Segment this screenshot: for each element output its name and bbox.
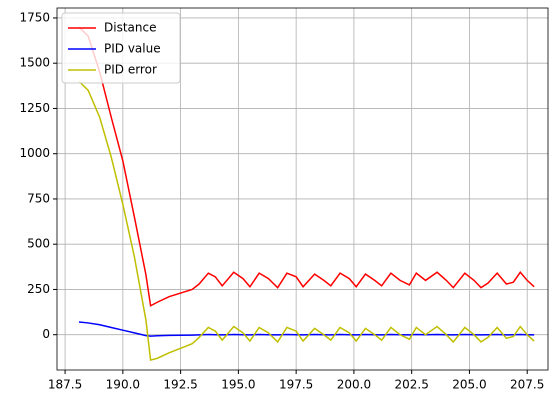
series-line (78, 80, 535, 361)
y-tick-label: 1000 (19, 146, 50, 160)
series-line (78, 321, 535, 337)
plot-frame (56, 7, 549, 371)
y-tick-label: 500 (27, 237, 50, 251)
x-tick-label: 195.0 (221, 378, 255, 392)
y-tick-label: 0 (42, 327, 50, 341)
x-tick-label: 207.5 (510, 378, 544, 392)
x-tick-label: 192.5 (163, 378, 197, 392)
legend-label: Distance (104, 21, 156, 35)
series-line (78, 26, 535, 307)
x-tick-label: 202.5 (394, 378, 428, 392)
x-tick-label: 197.5 (279, 378, 313, 392)
y-tick-label: 1750 (19, 10, 50, 24)
x-tick-label: 187.5 (48, 378, 82, 392)
legend-box (61, 12, 181, 84)
y-tick-label: 1250 (19, 101, 50, 115)
legend-label: PID error (104, 63, 157, 77)
x-tick-label: 205.0 (452, 378, 486, 392)
y-tick-label: 250 (27, 282, 50, 296)
x-tick-label: 200.0 (337, 378, 371, 392)
y-tick-label: 1500 (19, 56, 50, 70)
y-tick-label: 750 (27, 191, 50, 205)
x-tick-label: 190.0 (106, 378, 140, 392)
legend-label: PID value (104, 42, 161, 56)
